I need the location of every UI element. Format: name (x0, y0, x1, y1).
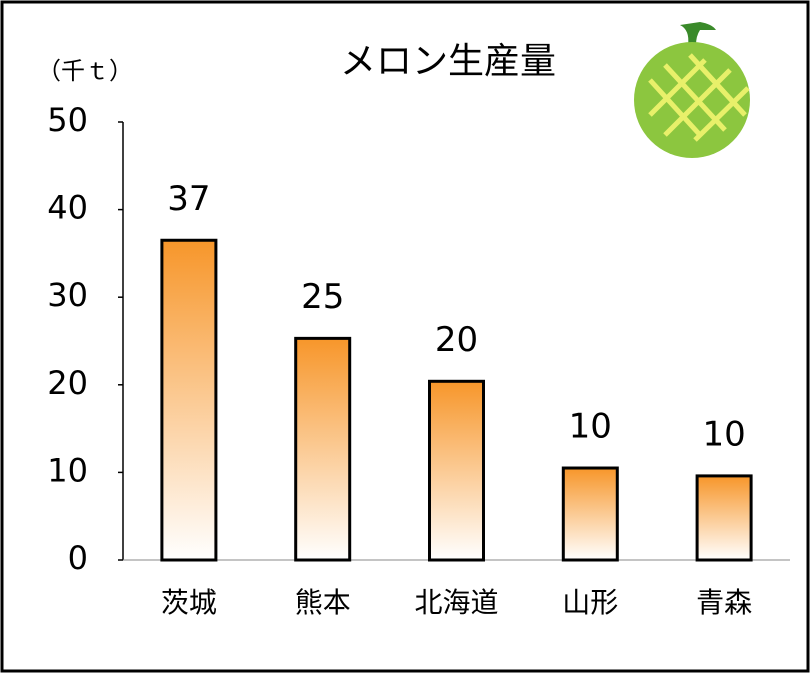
x-tick-label: 山形 (562, 586, 618, 619)
y-axis-label: （千ｔ） (37, 57, 133, 85)
y-tick-label: 10 (47, 451, 88, 489)
bar (294, 336, 352, 562)
y-tick-label: 50 (47, 101, 88, 139)
y-tick-label: 20 (47, 364, 88, 402)
x-tick-label: 茨城 (161, 586, 217, 619)
y-tick-label: 0 (68, 539, 88, 577)
bar (695, 474, 753, 562)
x-tick-label: 熊本 (295, 586, 351, 619)
value-label: 25 (301, 277, 344, 317)
value-label: 20 (435, 320, 478, 360)
x-tick-label: 北海道 (414, 586, 498, 619)
y-tick-label: 40 (47, 189, 88, 227)
value-label: 10 (702, 414, 745, 454)
y-tick-label: 30 (47, 276, 88, 314)
bar (561, 466, 619, 562)
x-tick-label: 青森 (696, 586, 752, 619)
value-label: 37 (167, 179, 210, 219)
bar (160, 238, 218, 562)
melon-icon (634, 22, 750, 158)
bar (428, 379, 485, 562)
chart-title: メロン生産量 (340, 41, 556, 82)
value-label: 10 (569, 407, 612, 447)
